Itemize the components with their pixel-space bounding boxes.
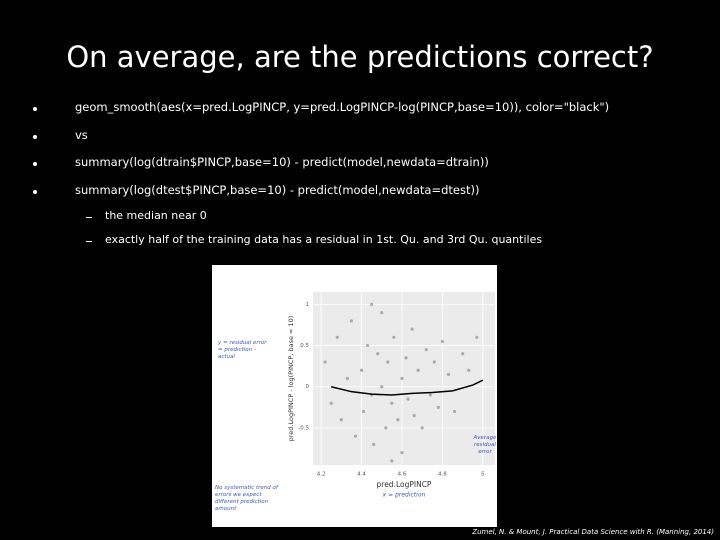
x-tick-label: 4.8 [438, 472, 447, 478]
point [380, 385, 384, 389]
point [396, 418, 400, 422]
point [390, 459, 394, 463]
y-tick-label: 0 [306, 384, 310, 390]
point [436, 405, 440, 409]
sub-bullet-marker [86, 217, 92, 218]
point [410, 327, 414, 331]
sub-bullet-text: the median near 0 [105, 209, 207, 222]
annotation: Average residual error [473, 435, 498, 455]
bullet-text: geom_smooth(aes(x=pred.LogPINCP, y=pred.… [75, 100, 610, 114]
point [359, 368, 364, 372]
bullet-text: summary(log(dtest$PINCP,base=10) - predi… [75, 183, 480, 197]
point [420, 426, 424, 430]
point [372, 442, 376, 447]
point [452, 409, 457, 414]
point [390, 401, 394, 405]
point [400, 451, 404, 455]
point [366, 343, 370, 348]
point [424, 348, 428, 352]
x-tick-label: 4.6 [398, 472, 407, 478]
bullet-marker [33, 107, 37, 111]
point [432, 360, 436, 364]
point [384, 426, 388, 430]
point [416, 368, 420, 372]
x-axis-label: pred.LogPINCP [377, 480, 432, 489]
point [440, 339, 445, 344]
point [400, 376, 404, 381]
y-tick-label: 0.5 [300, 343, 309, 349]
bullet-text: vs [75, 128, 88, 142]
sub-bullet-text: exactly half of the training data has a … [105, 233, 543, 246]
point [361, 409, 366, 414]
sub-bullet-marker [86, 241, 92, 242]
point [404, 356, 408, 360]
annotation: No systematic trend of errors we expect di… [215, 485, 279, 512]
point [467, 368, 471, 372]
x-tick-label: 5 [481, 472, 485, 478]
point [428, 393, 432, 397]
bullet-marker [33, 135, 37, 139]
point [339, 418, 343, 422]
point [392, 335, 396, 339]
x-tick-label: 4.2 [317, 472, 326, 478]
slide-title: On average, are the predictions correct? [66, 40, 654, 74]
citation: Zumel, N. & Mount, J. Practical Data Sci… [472, 528, 714, 536]
plot-panel [313, 292, 495, 465]
bullet-marker [33, 162, 37, 166]
x-tick-label: 4.4 [357, 472, 366, 478]
point [446, 372, 451, 376]
point [412, 413, 416, 418]
point [353, 434, 358, 438]
y-tick-label: -0.5 [298, 425, 309, 431]
bullet-text: summary(log(dtrain$PINCP,base=10) - pred… [75, 155, 489, 169]
y-tick-label: 1 [306, 302, 310, 308]
bullet-marker [33, 190, 37, 194]
point [349, 319, 354, 323]
annotation: y = residual error = prediction -actual [217, 340, 267, 360]
smooth-line [331, 379, 484, 396]
point [376, 352, 380, 356]
x-axis-note: x = prediction [382, 492, 426, 499]
point [386, 360, 390, 364]
point [335, 335, 339, 339]
point [380, 310, 384, 315]
point [329, 401, 333, 405]
point [461, 352, 465, 356]
point [475, 335, 479, 339]
y-axis-label: pred.LogPINCP - log(PINCP, base = 10) [287, 316, 295, 442]
point [370, 302, 374, 306]
point [406, 397, 410, 401]
point [323, 360, 327, 364]
point [345, 376, 349, 381]
